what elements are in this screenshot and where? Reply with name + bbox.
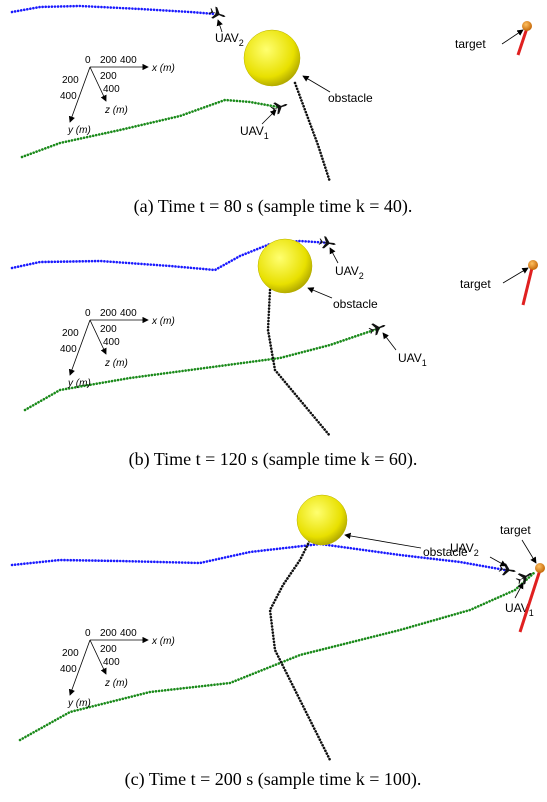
obstacle-sphere <box>258 239 312 293</box>
y-axis-label: y (m) <box>67 378 91 389</box>
uav-icon <box>498 563 517 578</box>
origin-label: 0 <box>85 308 91 319</box>
target-label: target <box>460 277 491 291</box>
x-axis-label: x (m) <box>151 316 175 327</box>
obstacle-sphere <box>244 30 300 86</box>
figure: UAV2UAV1obstacletarget020040020040020040… <box>0 0 547 802</box>
pointer-arrow <box>308 288 332 298</box>
caption: (c) Time t = 200 s (sample time k = 100)… <box>125 769 422 790</box>
z-tick-label: 200 <box>100 324 117 335</box>
target-marker <box>535 563 545 573</box>
x-tick-label: 400 <box>120 55 137 66</box>
origin-label: 0 <box>85 628 91 639</box>
y-tick-label: 200 <box>62 328 79 339</box>
z-tick-label: 400 <box>103 337 120 348</box>
obstacle-label: obstacle <box>328 91 373 105</box>
pointer-arrow <box>490 557 506 566</box>
x-tick-label: 400 <box>120 628 137 639</box>
pointer-arrow <box>303 76 330 92</box>
uav-name: UAV <box>398 351 422 365</box>
z-axis-label: z (m) <box>104 105 128 116</box>
target-marker <box>528 260 538 270</box>
uav1-trajectory <box>25 328 380 410</box>
uav-label: UAV2 <box>335 264 364 281</box>
pointer-arrow <box>503 268 528 283</box>
uav-name: UAV <box>215 31 239 45</box>
obstacle-label: obstacle <box>423 545 468 559</box>
uav-label: UAV1 <box>240 124 269 141</box>
uav2-trajectory <box>12 6 215 14</box>
z-tick-label: 200 <box>100 644 117 655</box>
uav-subscript: 2 <box>474 548 479 558</box>
y-tick-label: 200 <box>62 75 79 86</box>
z-tick-label: 400 <box>103 84 120 95</box>
z-axis-label: z (m) <box>104 678 128 689</box>
caption: (b) Time t = 120 s (sample time k = 60). <box>129 449 418 470</box>
y-tick-label: 400 <box>60 664 77 675</box>
x-axis-label: x (m) <box>151 63 175 74</box>
x-tick-label: 200 <box>100 308 117 319</box>
x-tick-label: 200 <box>100 628 117 639</box>
y-axis-label: y (m) <box>67 125 91 136</box>
obstacle-sphere <box>297 495 347 545</box>
z-tick-label: 200 <box>100 71 117 82</box>
pointer-arrow <box>383 333 396 350</box>
y-tick-label: 200 <box>62 648 79 659</box>
pointer-arrow <box>330 248 338 263</box>
target-label: target <box>500 523 531 537</box>
y-tick-label: 400 <box>60 91 77 102</box>
obstacle-trajectory <box>270 530 330 760</box>
x-axis-label: x (m) <box>151 636 175 647</box>
uav-icon <box>367 320 387 337</box>
x-tick-label: 400 <box>120 308 137 319</box>
uav-name: UAV <box>335 264 359 278</box>
obstacle-trajectory <box>295 83 330 182</box>
uav-subscript: 2 <box>239 38 244 48</box>
origin-label: 0 <box>85 55 91 66</box>
pointer-arrow <box>522 540 536 563</box>
caption: (a) Time t = 80 s (sample time k = 40). <box>134 196 413 217</box>
target-marker <box>522 21 532 31</box>
uav-icon <box>514 568 535 587</box>
uav-subscript: 2 <box>359 271 364 281</box>
uav-label: UAV2 <box>215 31 244 48</box>
uav-subscript: 1 <box>264 131 269 141</box>
uav-name: UAV <box>240 124 264 138</box>
x-tick-label: 200 <box>100 55 117 66</box>
y-tick-label: 400 <box>60 344 77 355</box>
obstacle-trajectory <box>268 290 330 436</box>
uav-subscript: 1 <box>529 608 534 618</box>
target-stick <box>523 268 532 305</box>
z-tick-label: 400 <box>103 657 120 668</box>
uav-icon <box>318 236 337 251</box>
obstacle-label: obstacle <box>333 297 378 311</box>
pointer-arrow <box>502 30 523 44</box>
pointer-arrow <box>262 110 276 124</box>
pointer-arrow <box>345 535 421 548</box>
y-axis-label: y (m) <box>67 698 91 709</box>
uav-label: UAV1 <box>398 351 427 368</box>
target-label: target <box>455 37 486 51</box>
z-axis-label: z (m) <box>104 358 128 369</box>
uav-subscript: 1 <box>422 358 427 368</box>
